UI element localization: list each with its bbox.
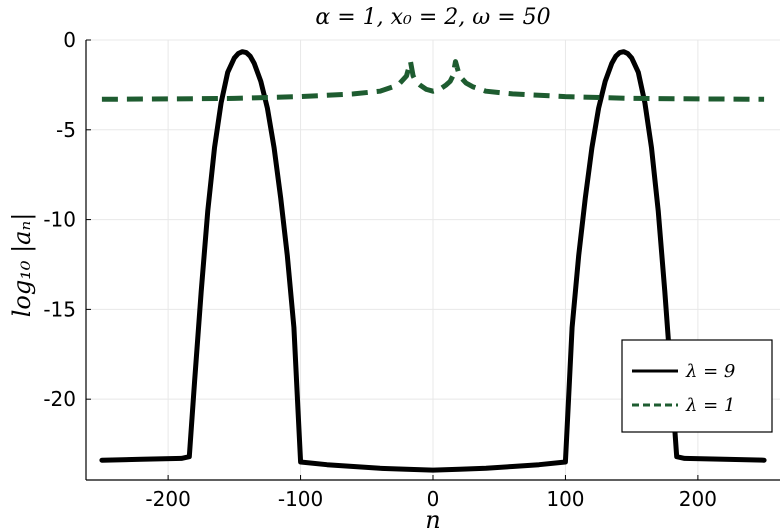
x-tick-label: 200 (679, 487, 717, 511)
x-tick-label: 0 (427, 487, 440, 511)
legend-label-lambda-9: λ = 9 (685, 361, 735, 382)
y-tick-label: 0 (63, 28, 76, 52)
x-tick-label: -200 (145, 487, 190, 511)
chart-title: α = 1, x₀ = 2, ω = 50 (315, 5, 550, 30)
y-tick-label: -15 (43, 297, 76, 321)
x-axis-label: n (425, 506, 440, 532)
series-line-1 (101, 59, 765, 102)
series-line-0 (99, 49, 767, 473)
series-group (99, 49, 767, 473)
y-tick-label: -20 (43, 387, 76, 411)
x-tick-label: -100 (278, 487, 323, 511)
y-ticks: 0 -5 -10 -15 -20 (43, 28, 91, 411)
y-axis-label: log₁₀ |aₙ| (8, 213, 37, 318)
x-ticks: -200 -100 0 100 200 (145, 475, 717, 511)
x-tick-label: 100 (546, 487, 584, 511)
legend-label-lambda-1: λ = 1 (685, 395, 735, 416)
y-tick-label: -5 (56, 118, 76, 142)
legend: λ = 9 λ = 1 (621, 339, 773, 433)
legend-box (621, 339, 773, 433)
y-tick-label: -10 (43, 208, 76, 232)
